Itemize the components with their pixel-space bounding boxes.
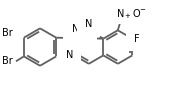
Text: +: + bbox=[125, 13, 131, 19]
Text: NH: NH bbox=[72, 24, 87, 34]
Text: Br: Br bbox=[2, 28, 13, 38]
Text: F: F bbox=[134, 34, 140, 44]
Text: N: N bbox=[117, 10, 124, 20]
Text: Br: Br bbox=[2, 56, 13, 66]
Text: −: − bbox=[139, 7, 145, 13]
Text: O: O bbox=[132, 9, 140, 19]
Text: N: N bbox=[85, 19, 92, 29]
Text: N: N bbox=[66, 50, 73, 60]
